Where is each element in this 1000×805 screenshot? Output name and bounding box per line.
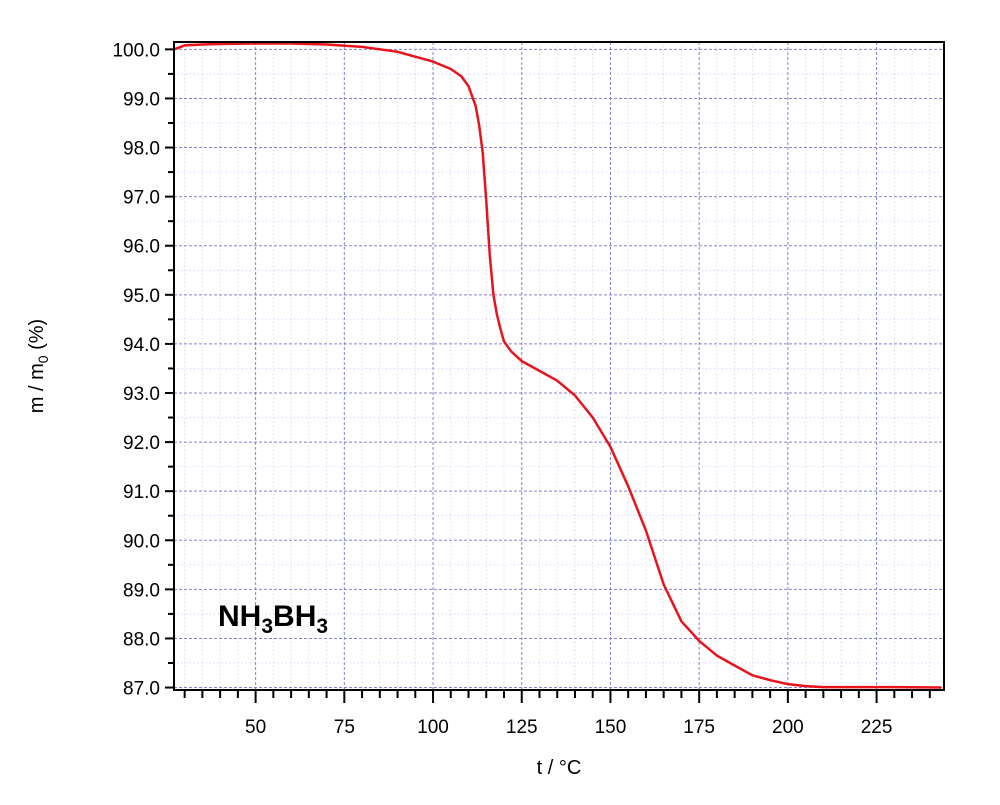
y-tick-label: 97.0 bbox=[123, 188, 160, 209]
x-tick-label: 50 bbox=[245, 717, 266, 738]
y-tick-label: 96.0 bbox=[123, 237, 160, 258]
y-tick-label: 88.0 bbox=[123, 629, 160, 650]
y-tick-label: 99.0 bbox=[123, 89, 160, 110]
y-tick-label: 87.0 bbox=[123, 679, 160, 700]
y-tick-label: 98.0 bbox=[123, 139, 160, 160]
x-tick-label: 125 bbox=[506, 717, 538, 738]
y-axis-title-tail: (%) bbox=[26, 319, 48, 356]
compound-label-nh: NH bbox=[218, 600, 261, 633]
axis-ticks bbox=[165, 48, 931, 703]
x-tick-label: 100 bbox=[417, 717, 449, 738]
series-line bbox=[172, 42, 942, 689]
x-tick-label: 150 bbox=[595, 717, 627, 738]
y-tick-label: 95.0 bbox=[123, 286, 160, 307]
x-tick-label: 200 bbox=[772, 717, 804, 738]
y-tick-label: 92.0 bbox=[123, 433, 160, 454]
y-tick-label: 94.0 bbox=[123, 335, 160, 356]
compound-label-sub-1: 3 bbox=[261, 615, 273, 638]
compound-label-bh: BH bbox=[273, 600, 316, 633]
compound-label: NH3BH3 bbox=[218, 600, 328, 638]
compound-label-sub-2: 3 bbox=[316, 615, 328, 638]
y-axis-title: m / m0 (%) bbox=[26, 319, 51, 413]
grid-lines bbox=[174, 42, 944, 690]
y-tick-label: 100.0 bbox=[112, 40, 160, 61]
y-tick-label: 91.0 bbox=[123, 482, 160, 503]
y-axis-title-subscript: 0 bbox=[35, 355, 51, 363]
x-axis-title: t / °C bbox=[537, 757, 582, 779]
y-axis-title-main: m / m bbox=[26, 363, 48, 413]
plot-frame bbox=[173, 41, 945, 691]
series-layer bbox=[172, 42, 942, 689]
x-tick-label: 225 bbox=[861, 717, 893, 738]
tick-labels: 50 75 100 125 150 175 200 225 87.0 88.0 89.0 90.0 91… bbox=[112, 40, 892, 738]
y-tick-label: 90.0 bbox=[123, 531, 160, 552]
y-tick-label: 89.0 bbox=[123, 580, 160, 601]
x-tick-label: 175 bbox=[683, 717, 715, 738]
x-tick-label: 75 bbox=[334, 717, 355, 738]
y-tick-label: 93.0 bbox=[123, 384, 160, 405]
